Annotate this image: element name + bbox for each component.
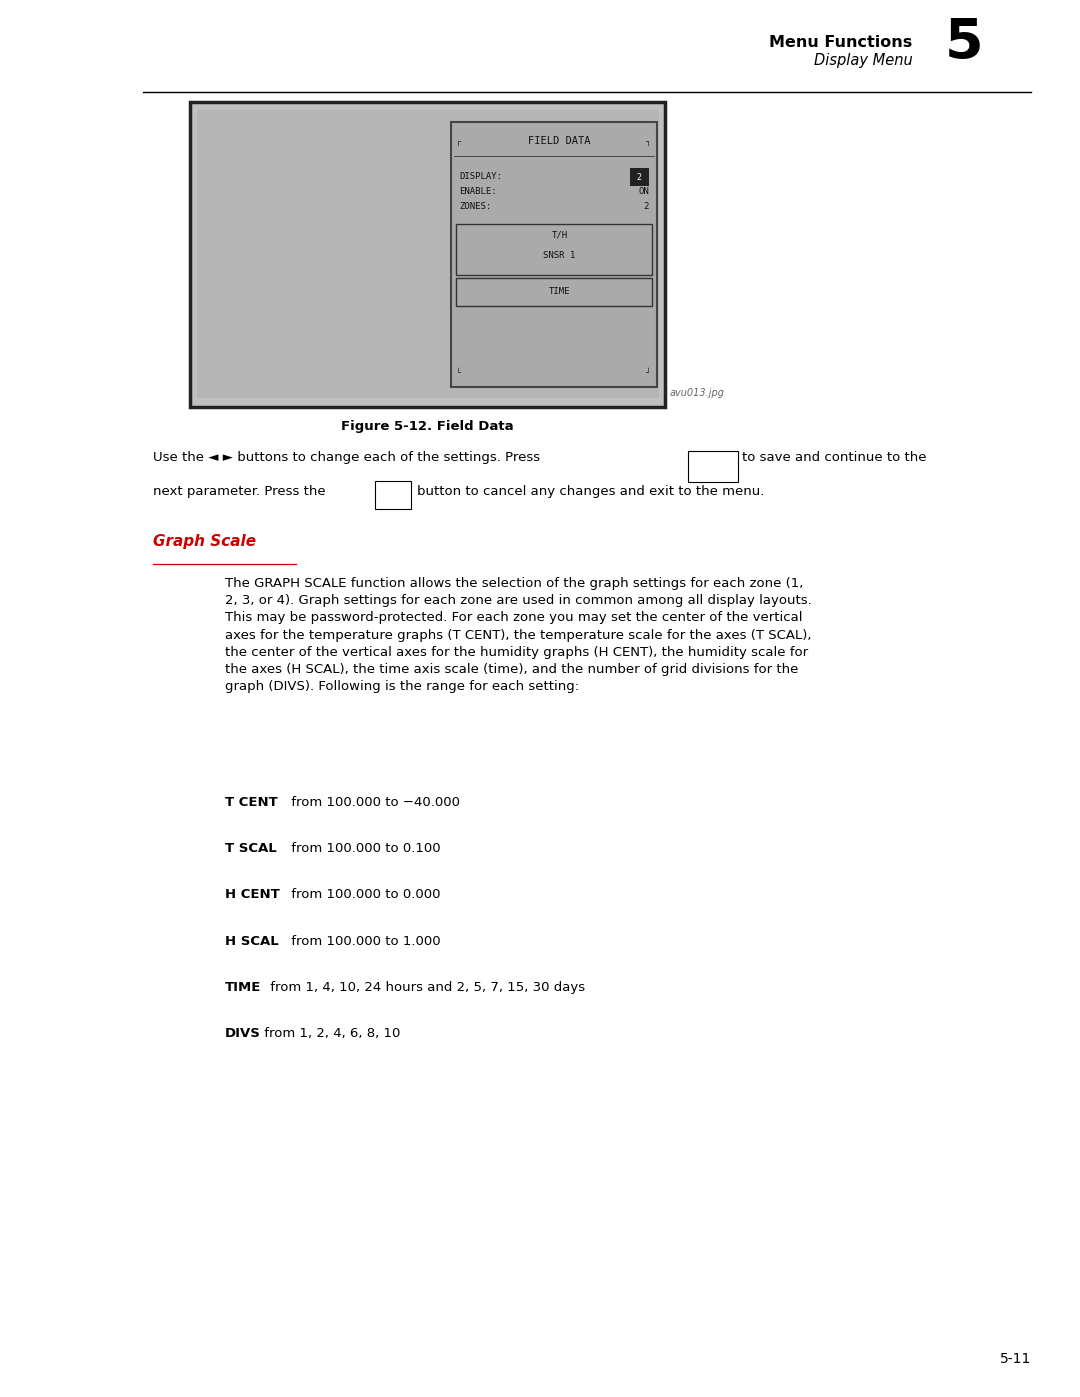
Text: from 100.000 to −40.000: from 100.000 to −40.000 (287, 796, 460, 809)
Text: 2: 2 (644, 203, 649, 211)
Text: Figure 5-12. Field Data: Figure 5-12. Field Data (341, 420, 514, 433)
Text: EXIT: EXIT (384, 492, 402, 497)
Text: from 1, 2, 4, 6, 8, 10: from 1, 2, 4, 6, 8, 10 (260, 1027, 401, 1039)
Text: 5: 5 (945, 15, 984, 70)
Text: ZONES:: ZONES: (459, 203, 491, 211)
Text: SNSR 1: SNSR 1 (543, 251, 576, 260)
Text: from 1, 4, 10, 24 hours and 2, 5, 7, 15, 30 days: from 1, 4, 10, 24 hours and 2, 5, 7, 15,… (266, 981, 584, 993)
Bar (456, 278, 652, 306)
Text: T SCAL: T SCAL (225, 842, 276, 855)
Bar (630, 168, 649, 186)
Text: ┐: ┐ (645, 137, 650, 145)
Text: Display Menu: Display Menu (814, 53, 913, 68)
Text: T/H: T/H (552, 231, 567, 239)
Text: button to cancel any changes and exit to the menu.: button to cancel any changes and exit to… (417, 485, 765, 497)
Text: from 100.000 to 1.000: from 100.000 to 1.000 (287, 935, 441, 947)
Text: TIME: TIME (549, 288, 570, 296)
Text: 2: 2 (637, 173, 642, 182)
Text: next parameter. Press the: next parameter. Press the (153, 485, 330, 497)
Text: avu013.jpg: avu013.jpg (670, 388, 725, 398)
Text: H SCAL: H SCAL (225, 935, 279, 947)
Text: T CENT: T CENT (225, 796, 278, 809)
Text: H CENT: H CENT (225, 888, 280, 901)
Text: Graph Scale: Graph Scale (153, 534, 256, 549)
Text: from 100.000 to 0.000: from 100.000 to 0.000 (287, 888, 441, 901)
FancyBboxPatch shape (688, 451, 738, 482)
Text: TIME: TIME (225, 981, 261, 993)
FancyBboxPatch shape (375, 481, 411, 509)
Bar (451, 122, 657, 387)
Text: Menu Functions: Menu Functions (769, 35, 913, 49)
Text: FIELD DATA: FIELD DATA (528, 136, 591, 145)
Text: ┌: ┌ (456, 137, 461, 145)
Text: ┘: ┘ (645, 369, 650, 377)
Text: Use the ◄ ► buttons to change each of the settings. Press: Use the ◄ ► buttons to change each of th… (153, 451, 544, 464)
Text: └: └ (456, 369, 461, 377)
Bar (190, 102, 665, 407)
Bar (197, 110, 659, 398)
Text: ENABLE:: ENABLE: (459, 187, 497, 196)
Bar (456, 224, 652, 275)
Text: ON: ON (638, 187, 649, 196)
Text: DIVS: DIVS (225, 1027, 260, 1039)
Text: The GRAPH SCALE function allows the selection of the graph settings for each zon: The GRAPH SCALE function allows the sele… (225, 577, 811, 693)
Text: 5-11: 5-11 (1000, 1352, 1031, 1366)
Text: ENTER
MENU: ENTER MENU (703, 461, 723, 472)
Text: from 100.000 to 0.100: from 100.000 to 0.100 (287, 842, 441, 855)
Text: DISPLAY:: DISPLAY: (459, 172, 502, 180)
Text: to save and continue to the: to save and continue to the (742, 451, 927, 464)
